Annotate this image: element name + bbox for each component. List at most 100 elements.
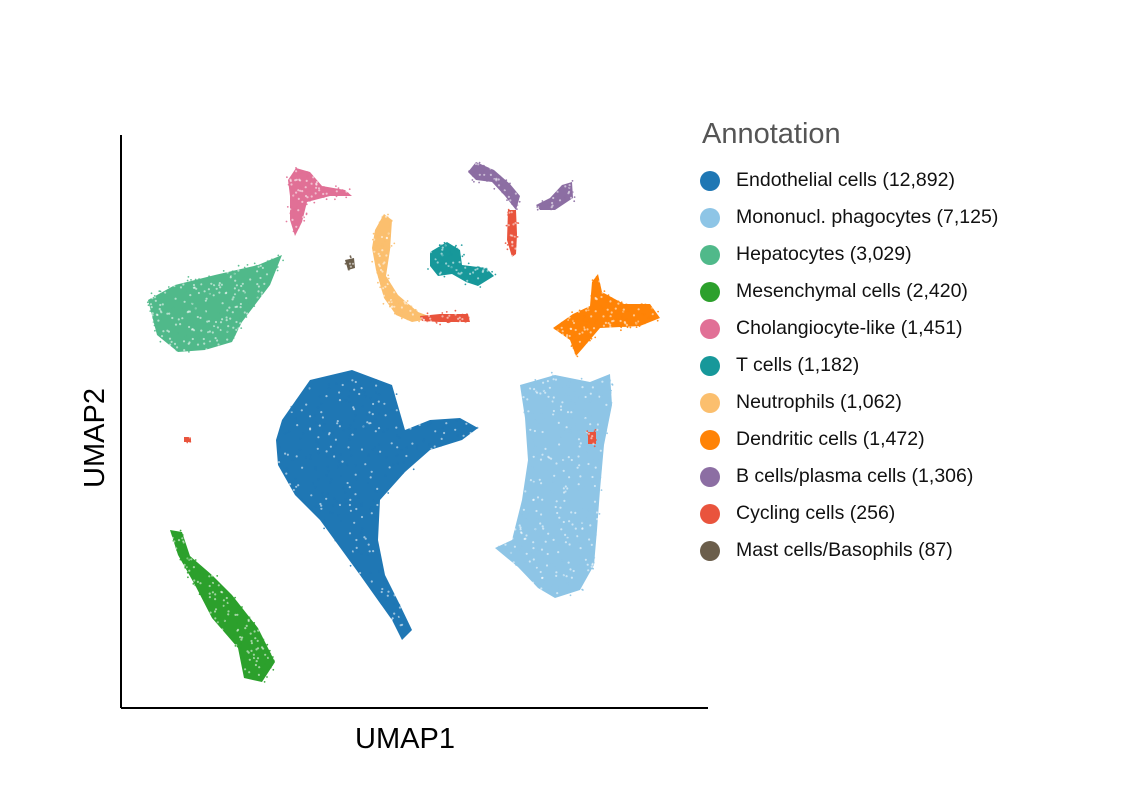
cell-point	[493, 179, 496, 182]
cell-point	[504, 187, 507, 190]
cell-point	[542, 417, 545, 420]
cell-point	[265, 651, 268, 654]
cell-point	[257, 629, 260, 632]
cell-point	[629, 307, 632, 310]
cell-point	[393, 307, 396, 310]
cell-point	[426, 320, 429, 323]
cell-point	[409, 427, 412, 430]
cell-point	[557, 508, 560, 511]
cell-point	[578, 338, 581, 341]
cell-point	[214, 337, 217, 340]
cell-point	[580, 495, 583, 498]
cell-point	[348, 448, 351, 451]
cell-point	[256, 647, 260, 650]
cell-point	[473, 271, 476, 274]
cell-point	[393, 612, 396, 615]
cell-point	[635, 322, 638, 325]
cell-point	[567, 394, 570, 397]
cell-point	[353, 388, 356, 391]
cell-point	[219, 312, 222, 315]
cell-point	[377, 281, 379, 284]
cell-point	[346, 379, 349, 382]
cell-point	[322, 189, 325, 192]
cell-point	[266, 643, 269, 646]
cell-point	[506, 244, 509, 246]
cell-point	[517, 526, 520, 529]
cell-point	[226, 271, 229, 274]
cell-point	[561, 529, 564, 533]
cell-point	[643, 322, 646, 325]
cell-point	[284, 452, 287, 455]
cell-point	[582, 387, 586, 390]
cell-point	[579, 542, 582, 545]
cell-point	[539, 570, 542, 574]
cell-point	[249, 298, 252, 301]
cell-point	[590, 394, 593, 397]
cell-point	[202, 286, 205, 289]
cell-point	[533, 512, 536, 515]
cell-point	[247, 618, 250, 621]
cell-point	[525, 534, 528, 537]
cell-point	[595, 390, 598, 393]
cell-point	[388, 238, 391, 241]
cell-point	[599, 455, 602, 458]
cell-point	[348, 486, 351, 489]
cell-point	[298, 448, 302, 451]
cell-point	[393, 298, 396, 301]
cell-point	[272, 668, 275, 671]
cell-point	[581, 340, 584, 343]
cell-point	[348, 262, 352, 265]
cell-point	[171, 289, 174, 292]
cell-point	[392, 463, 395, 466]
cell-point	[242, 304, 245, 307]
cell-point	[474, 170, 478, 173]
cell-point	[298, 178, 301, 181]
cell-point	[184, 566, 187, 569]
cell-point	[439, 323, 441, 326]
cell-point	[514, 247, 517, 250]
cell-point	[229, 317, 232, 320]
cell-point	[235, 621, 238, 624]
cell-point	[598, 380, 602, 383]
cell-point	[466, 319, 469, 322]
cell-point	[259, 264, 262, 267]
cell-point	[347, 427, 351, 430]
cell-point	[620, 329, 622, 332]
cell-point	[571, 417, 574, 421]
cell-point	[531, 390, 534, 393]
cell-point	[277, 254, 280, 257]
cell-point	[239, 302, 242, 306]
cell-point	[539, 458, 543, 461]
cell-point	[573, 423, 576, 426]
cell-point	[292, 230, 295, 233]
cell-point	[544, 391, 547, 394]
cell-point	[500, 184, 503, 187]
cell-point	[567, 192, 570, 195]
cell-point	[427, 268, 429, 270]
cell-point	[348, 438, 351, 441]
cell-point	[539, 452, 543, 455]
cell-point	[326, 492, 329, 495]
cell-point	[477, 163, 480, 166]
cell-point	[304, 186, 307, 189]
cell-point	[441, 312, 444, 314]
cell-point	[345, 190, 348, 193]
cell-point	[348, 503, 351, 507]
cell-point	[485, 267, 488, 270]
cell-point	[602, 426, 605, 429]
cell-point	[226, 309, 229, 312]
cell-point	[587, 432, 591, 435]
cell-point	[473, 279, 476, 282]
cell-point	[557, 378, 560, 381]
cell-point	[545, 564, 549, 567]
cell-point	[344, 399, 347, 402]
cell-point	[312, 176, 315, 179]
cell-point	[554, 378, 558, 381]
cell-point	[576, 396, 580, 399]
cell-point	[175, 295, 178, 298]
cell-point	[543, 443, 546, 446]
cell-point	[438, 317, 441, 321]
cell-point	[571, 408, 575, 411]
cell-point	[600, 295, 603, 299]
cell-point	[386, 232, 389, 235]
